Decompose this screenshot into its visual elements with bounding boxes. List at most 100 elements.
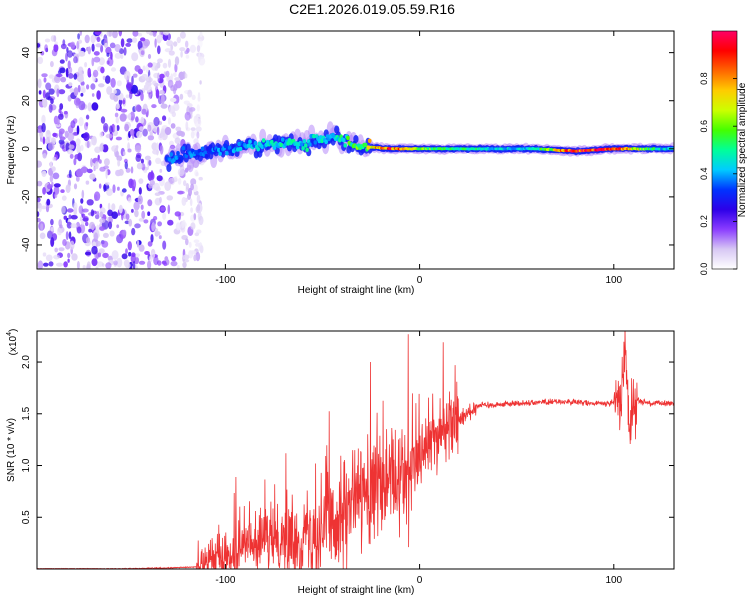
noise-blob: [60, 43, 67, 50]
noise-blob: [113, 94, 119, 102]
noise-blob: [175, 222, 181, 231]
noise-blob: [122, 151, 126, 156]
signal-core: [279, 142, 284, 148]
noise-blob: [99, 226, 105, 231]
noise-blob: [63, 261, 68, 268]
noise-blob: [87, 102, 92, 112]
noise-blob: [159, 145, 164, 155]
noise-blob: [138, 178, 144, 185]
noise-blob: [157, 34, 164, 41]
noise-blob: [105, 168, 108, 179]
noise-blob: [147, 62, 153, 68]
noise-blob: [96, 36, 101, 43]
noise-blob: [155, 186, 161, 192]
noise-blob: [174, 137, 181, 144]
noise-blob: [54, 41, 58, 45]
snr-ytick-label: 0.5: [21, 510, 32, 524]
noise-blob: [42, 252, 47, 257]
noise-blob: [73, 183, 78, 190]
noise-blob: [174, 56, 180, 66]
noise-blob: [111, 203, 116, 211]
signal-core: [299, 142, 304, 147]
noise-blob: [127, 142, 130, 151]
noise-blob: [66, 208, 74, 213]
noise-blob: [164, 181, 172, 191]
noise-blob: [91, 258, 98, 267]
noise-blob: [85, 221, 89, 227]
noise-blob: [156, 175, 163, 182]
noise-blob: [65, 184, 71, 194]
noise-blob: [73, 97, 81, 106]
noise-blob: [86, 168, 93, 174]
noise-blob: [67, 60, 71, 69]
noise-blob: [37, 78, 42, 89]
noise-blob: [93, 51, 100, 56]
noise-blob: [168, 106, 176, 115]
noise-blob: [104, 42, 108, 49]
noise-blob: [61, 195, 67, 201]
noise-blob: [37, 128, 43, 133]
noise-blob: [86, 199, 94, 206]
noise-blob: [199, 80, 202, 85]
noise-blob: [109, 230, 115, 237]
noise-blob: [80, 144, 84, 151]
noise-blob: [70, 223, 78, 229]
snr-frame: [36, 330, 675, 570]
signal-core: [184, 153, 188, 159]
noise-blob: [84, 61, 88, 68]
noise-blob: [57, 227, 62, 236]
noise-blob: [138, 244, 145, 252]
snr-multiplier-exp: 4: [6, 332, 13, 336]
noise-blob: [83, 132, 90, 142]
signal-core: [305, 147, 309, 152]
noise-blob: [157, 221, 163, 227]
noise-blob: [69, 153, 74, 159]
signal-core: [218, 151, 222, 156]
noise-blob: [131, 227, 136, 236]
noise-blob: [93, 56, 101, 63]
signal-core: [246, 143, 251, 148]
noise-blob: [38, 204, 42, 213]
noise-blob: [166, 40, 174, 47]
spectrogram-frame: [36, 30, 675, 270]
noise-blob: [50, 61, 54, 68]
noise-blob: [47, 142, 55, 151]
signal-core: [208, 144, 213, 149]
noise-blob: [196, 104, 200, 112]
noise-blob: [179, 31, 186, 39]
signal-core: [260, 144, 265, 150]
signal-core: [286, 141, 290, 146]
noise-blob: [148, 159, 152, 166]
noise-blob: [59, 59, 65, 64]
noise-blob: [49, 175, 54, 183]
noise-blob: [85, 237, 91, 244]
noise-blob: [116, 103, 120, 110]
noise-blob: [117, 159, 121, 167]
noise-blob: [164, 126, 172, 136]
noise-blob: [141, 73, 149, 80]
signal-core: [302, 139, 307, 144]
noise-blob: [152, 80, 157, 86]
noise-blob: [110, 67, 117, 72]
noise-blob: [70, 214, 78, 220]
noise-blob: [101, 240, 109, 248]
noise-blob: [184, 111, 191, 121]
noise-blob: [142, 128, 148, 137]
noise-blob: [185, 238, 189, 246]
signal-core: [280, 137, 285, 142]
noise-blob: [169, 97, 177, 103]
noise-blob: [154, 192, 161, 196]
noise-blob: [52, 156, 57, 161]
noise-blob: [45, 129, 51, 140]
noise-blob: [147, 135, 155, 141]
noise-blob: [73, 73, 78, 80]
noise-blob: [188, 241, 192, 248]
noise-blob: [109, 42, 116, 49]
noise-blob: [91, 57, 95, 67]
noise-blob: [103, 184, 107, 193]
noise-blob: [38, 90, 42, 95]
noise-blob: [198, 52, 201, 63]
signal-core: [313, 140, 318, 145]
signal-core: [343, 143, 348, 148]
noise-blob: [91, 245, 98, 255]
